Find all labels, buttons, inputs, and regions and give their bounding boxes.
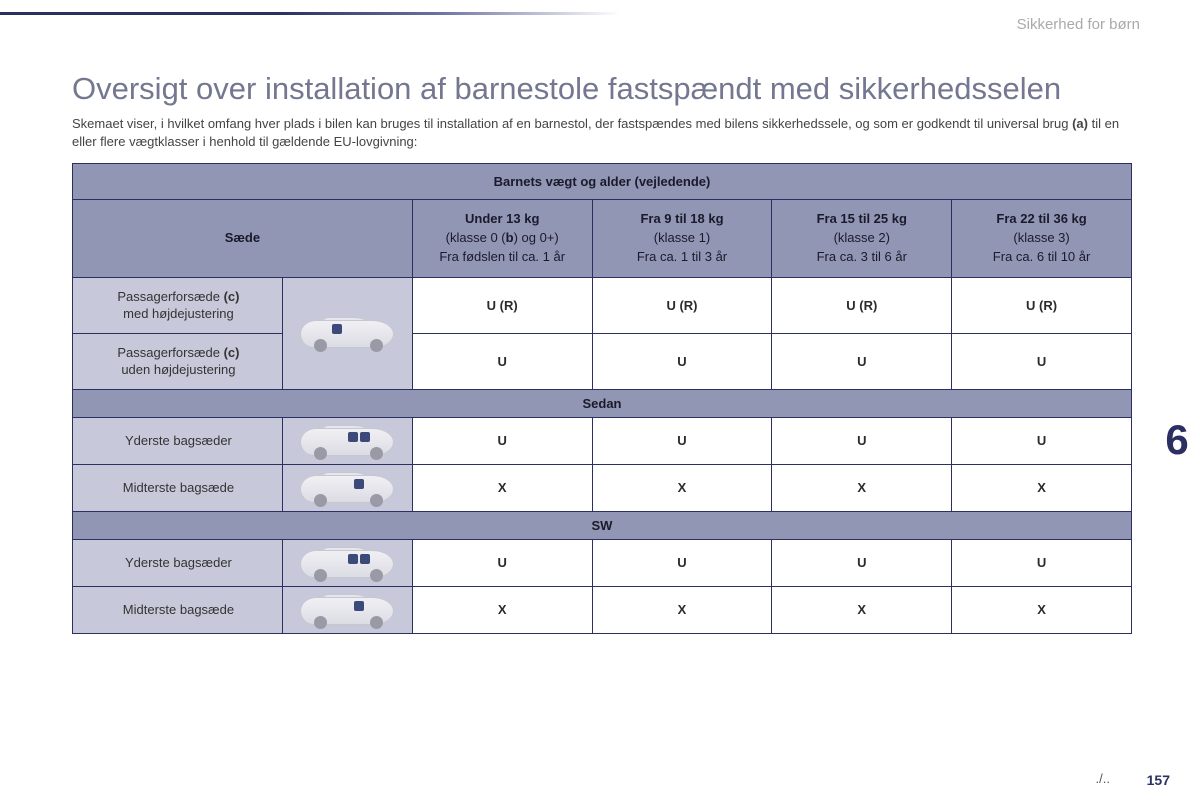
cell-value: U: [412, 333, 592, 389]
wc3-bold: Fra 22 til 36 kg: [958, 210, 1125, 229]
row-label: Midterste bagsæde: [73, 464, 283, 511]
cell-value: U: [592, 417, 772, 464]
intro-paragraph: Skemaet viser, i hvilket omfang hver pla…: [72, 115, 1132, 151]
cell-value: U: [952, 539, 1132, 586]
cell-value: U: [772, 417, 952, 464]
cell-value: U: [592, 333, 772, 389]
seat-position-icon: [282, 586, 412, 633]
cell-value: X: [592, 586, 772, 633]
car-rear-middle-icon: [292, 469, 402, 507]
weight-col-3: Fra 22 til 36 kg (klasse 3) Fra ca. 6 ti…: [952, 200, 1132, 278]
seat-column-header-text: Sæde: [79, 229, 406, 248]
cell-value: U (R): [772, 277, 952, 333]
cell-value: U: [952, 417, 1132, 464]
header-accent-bar: [0, 12, 620, 15]
intro-bold: (a): [1072, 116, 1088, 131]
seat-compatibility-table: Barnets vægt og alder (vejledende) Sæde …: [72, 163, 1132, 634]
cell-value: U (R): [412, 277, 592, 333]
cell-value: U (R): [592, 277, 772, 333]
section-label-sw: SW: [73, 511, 1132, 539]
seat-position-icon: [282, 464, 412, 511]
section-label-sedan: Sedan: [73, 389, 1132, 417]
page-content: Oversigt over installation af barnestole…: [72, 70, 1132, 634]
wc3-l3: Fra ca. 6 til 10 år: [993, 249, 1091, 264]
cell-value: X: [772, 586, 952, 633]
table-row: Yderste bagsæder U U U U: [73, 417, 1132, 464]
wc1-l2: (klasse 1): [654, 230, 710, 245]
row-label: Yderste bagsæder: [73, 539, 283, 586]
row-label: Passagerforsæde (c) uden højdejustering: [73, 333, 283, 389]
table-row: Midterste bagsæde X X X X: [73, 464, 1132, 511]
cell-value: U: [592, 539, 772, 586]
intro-text-1: Skemaet viser, i hvilket omfang hver pla…: [72, 116, 1072, 131]
cell-value: U: [772, 539, 952, 586]
wc1-l3: Fra ca. 1 til 3 år: [637, 249, 727, 264]
row-label: Passagerforsæde (c) med højdejustering: [73, 277, 283, 333]
seat-position-icon: [282, 417, 412, 464]
cell-value: U: [412, 539, 592, 586]
row-label: Yderste bagsæder: [73, 417, 283, 464]
weight-col-1: Fra 9 til 18 kg (klasse 1) Fra ca. 1 til…: [592, 200, 772, 278]
weight-col-0: Under 13 kg (klasse 0 (b) og 0+) Fra fød…: [412, 200, 592, 278]
cell-value: U: [952, 333, 1132, 389]
car-rear-outer-icon: [292, 422, 402, 460]
cell-value: X: [412, 586, 592, 633]
page-number: 157: [1147, 772, 1170, 788]
cell-value: X: [952, 586, 1132, 633]
seat-position-icon: [282, 277, 412, 389]
section-row-sw: SW: [73, 511, 1132, 539]
wc1-bold: Fra 9 til 18 kg: [599, 210, 766, 229]
section-row-sedan: Sedan: [73, 389, 1132, 417]
seat-column-header: Sæde: [73, 200, 413, 278]
cell-value: X: [772, 464, 952, 511]
wc0-l3: Fra fødslen til ca. 1 år: [439, 249, 565, 264]
wc2-bold: Fra 15 til 25 kg: [778, 210, 945, 229]
cell-value: X: [592, 464, 772, 511]
wc2-l3: Fra ca. 3 til 6 år: [817, 249, 907, 264]
car-rear-middle-icon: [292, 591, 402, 629]
cell-value: U (R): [952, 277, 1132, 333]
car-front-seat-icon: [292, 314, 402, 352]
wc0-l2: (klasse 0 (b) og 0+): [446, 230, 559, 245]
table-row: Passagerforsæde (c) uden højdejustering …: [73, 333, 1132, 389]
cell-value: X: [412, 464, 592, 511]
table-header-top-row: Barnets vægt og alder (vejledende): [73, 164, 1132, 200]
table-row: Passagerforsæde (c) med højdejustering U…: [73, 277, 1132, 333]
table-row: Yderste bagsæder U U U U: [73, 539, 1132, 586]
table-row: Midterste bagsæde X X X X: [73, 586, 1132, 633]
wc3-l2: (klasse 3): [1013, 230, 1069, 245]
wc0-bold: Under 13 kg: [419, 210, 586, 229]
table-header-top: Barnets vægt og alder (vejledende): [73, 164, 1132, 200]
page-title: Oversigt over installation af barnestole…: [72, 70, 1132, 109]
cell-value: U: [412, 417, 592, 464]
cell-value: U: [772, 333, 952, 389]
car-rear-outer-icon: [292, 544, 402, 582]
cell-value: X: [952, 464, 1132, 511]
section-label: Sikkerhed for børn: [1017, 16, 1140, 33]
row-label: Midterste bagsæde: [73, 586, 283, 633]
continuation-indicator: ./..: [1096, 771, 1110, 786]
table-header-columns-row: Sæde Under 13 kg (klasse 0 (b) og 0+) Fr…: [73, 200, 1132, 278]
seat-position-icon: [282, 539, 412, 586]
weight-col-2: Fra 15 til 25 kg (klasse 2) Fra ca. 3 ti…: [772, 200, 952, 278]
wc2-l2: (klasse 2): [834, 230, 890, 245]
chapter-number-badge: 6: [1154, 410, 1200, 470]
